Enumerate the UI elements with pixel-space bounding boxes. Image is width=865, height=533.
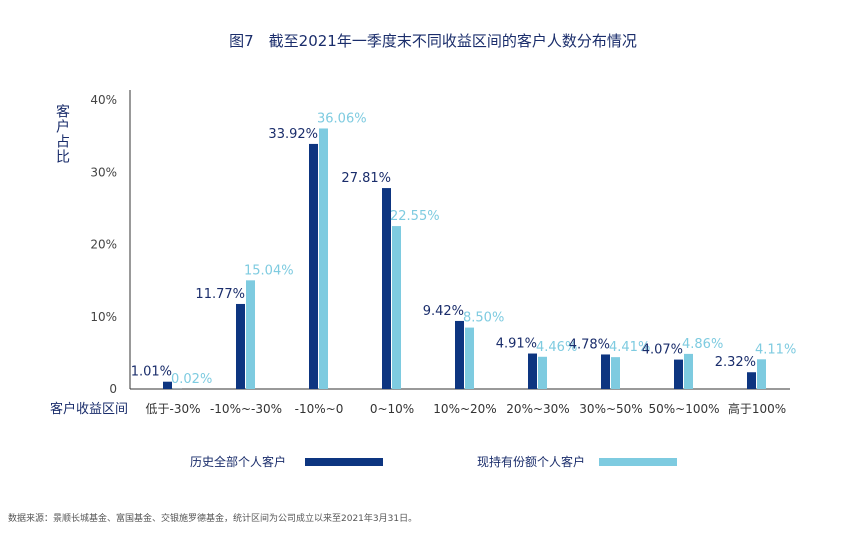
legend-swatch-series-2 xyxy=(599,458,677,466)
bar-2 xyxy=(319,128,328,390)
x-tick-label: 0~10% xyxy=(370,402,414,416)
data-label-series-2: 36.06% xyxy=(317,111,367,126)
footnote: 数据来源：景顺长城基金、富国基金、交银施罗德基金，统计区间为公司成立以来至202… xyxy=(8,512,417,524)
bar-2 xyxy=(757,359,766,389)
bar-2 xyxy=(611,357,620,389)
chart-title: 图7 截至2021年一季度末不同收益区间的客户人数分布情况 xyxy=(229,32,637,50)
x-tick-label: 高于100% xyxy=(728,401,786,416)
y-tick-label: 30% xyxy=(90,165,117,179)
bar-2 xyxy=(684,353,693,389)
y-tick-label: 40% xyxy=(90,93,117,107)
bar-1 xyxy=(455,320,464,389)
x-tick-label: -10%~0 xyxy=(295,402,344,416)
x-tick-label: 20%~30% xyxy=(506,402,569,416)
bar-1 xyxy=(382,188,391,389)
bar-2 xyxy=(538,356,547,389)
data-label-series-2: 8.50% xyxy=(463,311,504,326)
bar-2 xyxy=(246,280,255,389)
y-axis-label: 客户占比 xyxy=(54,103,70,164)
data-label-series-1: 1.01% xyxy=(131,365,172,380)
bar-1 xyxy=(163,381,172,389)
legend: 历史全部个人客户 现持有份额个人客户 xyxy=(190,454,677,469)
data-label-series-1: 2.32% xyxy=(715,355,756,370)
y-tick-labels: 40% 30% 20% 10% 0 xyxy=(90,93,117,396)
x-tick-label: -10%~-30% xyxy=(210,402,282,416)
x-tick-label: 30%~50% xyxy=(579,402,642,416)
y-tick-label: 0 xyxy=(109,382,117,396)
data-label-series-1: 4.07% xyxy=(642,343,683,358)
data-label-series-2: 4.46% xyxy=(536,340,577,355)
data-label-series-1: 11.77% xyxy=(195,287,245,302)
data-label-series-1: 33.92% xyxy=(268,127,318,142)
bar-1 xyxy=(236,303,245,389)
x-tick-label: 10%~20% xyxy=(433,402,496,416)
data-label-series-1: 4.78% xyxy=(569,337,610,352)
x-axis-label: 客户收益区间 xyxy=(50,401,128,417)
bar-1 xyxy=(309,143,318,389)
data-label-series-2: 4.86% xyxy=(682,337,723,352)
data-label-series-2: 22.55% xyxy=(390,209,440,224)
data-label-series-1: 9.42% xyxy=(423,304,464,319)
bar-1 xyxy=(747,372,756,389)
data-label-series-2: 0.02% xyxy=(171,372,212,387)
legend-label-series-1: 历史全部个人客户 xyxy=(190,454,286,469)
bars: 1.01% 0.02% 11.77% 15.04% 33.92%36.06% 27.81%… xyxy=(131,111,796,390)
data-label-series-2: 4.41% xyxy=(609,340,650,355)
x-tick-label: 低于-30% xyxy=(145,402,200,416)
y-tick-label: 20% xyxy=(90,238,117,252)
legend-label-series-2: 现持有份额个人客户 xyxy=(477,454,585,469)
data-label-series-2: 15.04% xyxy=(244,263,294,278)
bar-1 xyxy=(601,354,610,389)
x-tick-labels: 低于-30% -10%~-30% -10%~0 0~10% 10%~20% 20%~30%… xyxy=(145,401,786,416)
bar-2 xyxy=(392,226,401,389)
data-label-series-1: 4.91% xyxy=(496,337,537,352)
bar-2 xyxy=(465,327,474,389)
x-tick-label: 50%~100% xyxy=(648,402,719,416)
bar-1 xyxy=(528,353,537,389)
data-label-series-2: 4.11% xyxy=(755,342,796,357)
y-tick-label: 10% xyxy=(90,310,117,324)
legend-swatch-series-1 xyxy=(305,458,383,466)
data-label-series-1: 27.81% xyxy=(341,171,391,186)
bar-1 xyxy=(674,359,683,389)
